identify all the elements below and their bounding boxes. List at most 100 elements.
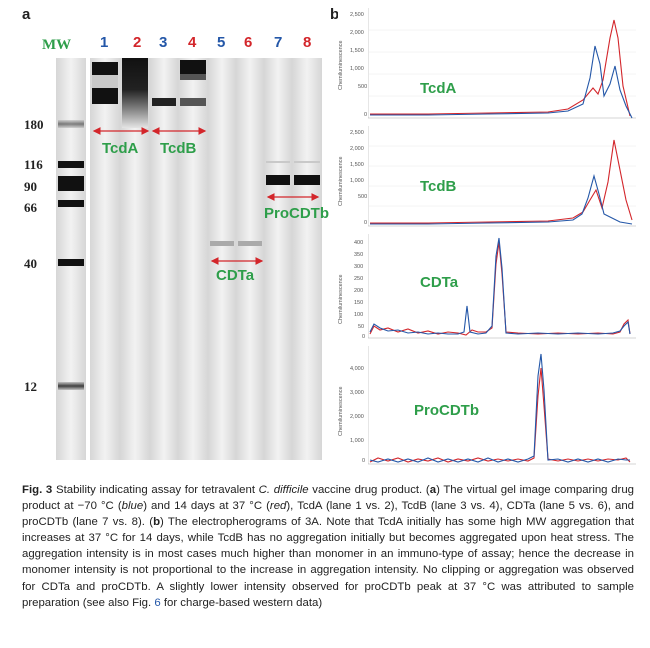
lane6-band — [238, 241, 262, 246]
ep-tcdb-title: TcdB — [420, 178, 457, 195]
ep-cdta-ytick: 300 — [354, 264, 364, 270]
ep-tcdb-ytick: 2,500 — [350, 130, 364, 136]
panel-a-letter: a — [22, 6, 31, 23]
ep-tcdb-ytick: 0 — [364, 220, 368, 226]
label-tcda: TcdA — [102, 140, 139, 157]
lane-7 — [264, 58, 292, 460]
caption-text: ) and 14 days at 37 °C ( — [143, 500, 270, 513]
mw-marker-116: 116 — [24, 157, 43, 172]
lane1-band-aggregate — [92, 62, 118, 75]
ep-cdta-trace-red — [369, 241, 631, 336]
ep-procdtb-ytick: 1,000 — [350, 438, 364, 444]
ep-tcda-title: TcdA — [420, 80, 457, 97]
ep-tcda-ytick: 1,500 — [350, 48, 364, 54]
ep-tcdb-ytick: 1,500 — [350, 162, 364, 168]
mw-band-12 — [58, 382, 84, 390]
lane-number-7: 7 — [274, 34, 283, 51]
lane-number-5: 5 — [217, 34, 226, 51]
mw-label: MW — [42, 37, 72, 53]
ep-tcdb-ytick: 2,000 — [350, 146, 364, 152]
lane-number-2: 2 — [133, 34, 142, 51]
caption-panel-b: b — [153, 516, 161, 529]
ep-tcda-ytick: 0 — [364, 112, 368, 118]
lane-number-1: 1 — [100, 34, 109, 51]
lane4-band-monomer — [180, 98, 206, 106]
lane-1 — [90, 58, 120, 460]
mw-marker-180: 180 — [24, 117, 44, 132]
electropherogram-cdta: Chemiluminescence 400 350 300 250 200 15… — [338, 234, 638, 346]
mw-marker-12: 12 — [24, 379, 37, 394]
ep-procdtb-ytick: 2,000 — [350, 414, 364, 420]
ep-procdtb-title: ProCDTb — [414, 402, 479, 419]
ep-tcda-trace-red — [370, 19, 631, 117]
ep-cdta-title: CDTa — [420, 274, 459, 291]
ep-cdta-ytick: 350 — [354, 252, 364, 258]
lane-number-3: 3 — [159, 34, 168, 51]
caption-blue: blue — [121, 500, 144, 513]
lane8-band — [294, 175, 320, 185]
mw-marker-40: 40 — [24, 256, 37, 271]
figure-caption: Fig. 3 Stability indicating assay for te… — [22, 482, 634, 611]
ep-cdta-trace-blue — [369, 237, 631, 335]
ep-procdtb-ytick: 3,000 — [350, 390, 364, 396]
ep-tcda-ylabel: Chemiluminescence — [338, 40, 344, 90]
mw-band-90b — [58, 184, 84, 191]
ep-tcda-ytick: 500 — [358, 84, 368, 90]
lane-number-4: 4 — [188, 34, 197, 51]
mw-band-40 — [58, 259, 84, 266]
lane4-band-aggregate — [180, 60, 206, 74]
panel-b-letter: b — [330, 6, 340, 23]
lane-number-8: 8 — [303, 34, 312, 51]
group-arrows — [92, 127, 320, 265]
caption-text: Stability indicating assay for tetravale… — [52, 484, 259, 496]
lane5-band — [210, 241, 234, 246]
mw-band-66 — [58, 200, 84, 207]
ep-tcdb-trace-blue — [370, 173, 633, 225]
mw-band-90a — [58, 176, 84, 184]
ep-procdtb-ylabel: Chemiluminescence — [338, 386, 344, 436]
mw-band-116 — [58, 161, 84, 168]
lane-number-6: 6 — [244, 34, 253, 51]
caption-text: ) The virtual gel image comparing drug p… — [22, 484, 635, 513]
caption-text: ), TcdA (lane 1 vs. 2), TcdB (lane 3 vs.… — [22, 500, 634, 529]
ep-procdtb-ytick: 0 — [362, 458, 366, 464]
lane3-band-monomer — [152, 98, 176, 106]
ep-procdtb-trace-red — [369, 367, 631, 463]
caption-text: vaccine drug product. ( — [308, 484, 430, 496]
mw-band-180 — [58, 120, 84, 128]
caption-text: for charge-based western data) — [160, 596, 323, 609]
ep-tcda-ytick: 2,000 — [350, 30, 364, 36]
ep-tcda-ytick: 1,000 — [350, 66, 364, 72]
mw-marker-66: 66 — [24, 200, 37, 215]
ep-tcda-ytick: 2,500 — [350, 12, 364, 18]
caption-panel-a: a — [429, 484, 437, 496]
lane-4 — [178, 58, 208, 460]
ep-cdta-ytick: 50 — [358, 324, 365, 330]
lane1-band-monomer — [92, 88, 118, 104]
caption-text: ) The electropherograms of 3A. Note that… — [22, 516, 634, 609]
ep-cdta-ytick: 250 — [354, 276, 364, 282]
lane-8 — [292, 58, 322, 460]
label-cdta: CDTa — [216, 267, 255, 284]
ep-cdta-ytick: 100 — [354, 312, 364, 318]
ep-procdtb-trace-blue — [369, 353, 630, 463]
ep-cdta-ytick: 0 — [362, 334, 366, 340]
ep-tcdb-trace-red — [370, 139, 633, 224]
ep-tcdb-ylabel: Chemiluminescence — [338, 156, 344, 206]
ep-procdtb-ytick: 4,000 — [350, 366, 364, 372]
caption-species: C. difficile — [258, 484, 309, 496]
label-tcdb: TcdB — [160, 140, 197, 157]
ep-cdta-ytick: 200 — [354, 288, 364, 294]
caption-fig-reference[interactable]: 6 — [154, 596, 161, 609]
caption-fig-label: Fig. 3 — [22, 484, 53, 496]
ep-tcdb-ytick: 500 — [358, 194, 368, 200]
lane-3 — [150, 58, 178, 460]
ep-cdta-ylabel: Chemiluminescence — [338, 274, 344, 324]
ep-cdta-ytick: 400 — [354, 240, 364, 246]
caption-red: red — [269, 500, 287, 513]
label-procdtb: ProCDTb — [264, 205, 329, 222]
lane2-band-smear — [122, 58, 148, 128]
ep-cdta-ytick: 150 — [354, 300, 364, 306]
ep-tcda-trace-blue — [370, 45, 633, 119]
electropherogram-procdtb: Chemiluminescence 4,000 3,000 2,000 1,00… — [338, 346, 638, 470]
